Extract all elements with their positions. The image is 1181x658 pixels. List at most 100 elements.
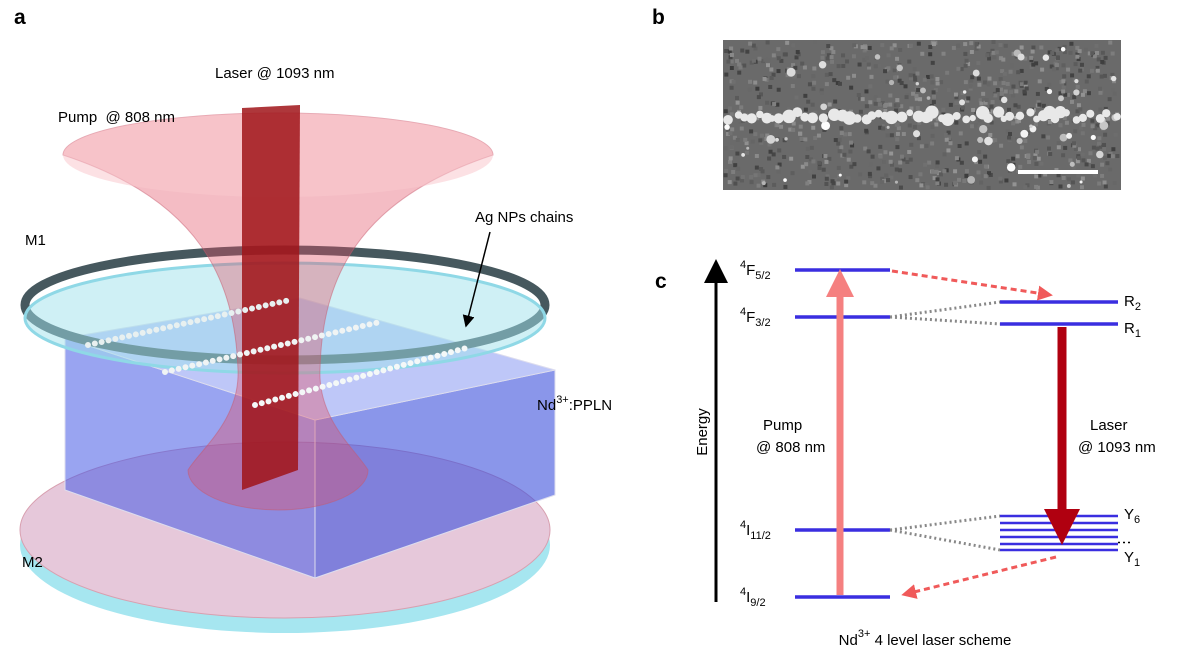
grain bbox=[1061, 79, 1066, 84]
grain bbox=[986, 82, 991, 87]
grain bbox=[883, 69, 888, 74]
grain bbox=[1024, 86, 1029, 91]
caption: Nd3+ 4 level laser scheme bbox=[839, 628, 1012, 649]
grain bbox=[825, 56, 830, 61]
grain bbox=[1070, 180, 1075, 185]
grain bbox=[873, 101, 878, 106]
grain bbox=[771, 53, 776, 58]
grain bbox=[729, 59, 734, 64]
grain bbox=[791, 63, 796, 68]
particle bbox=[894, 180, 898, 184]
grain bbox=[965, 98, 970, 103]
grain bbox=[999, 143, 1004, 148]
grain bbox=[1061, 153, 1066, 158]
grain bbox=[1078, 107, 1083, 112]
grain bbox=[1083, 47, 1088, 52]
splitting bbox=[889, 514, 1001, 532]
grain bbox=[959, 67, 964, 72]
grain bbox=[776, 56, 781, 61]
particle bbox=[884, 110, 899, 125]
grain bbox=[761, 59, 766, 64]
grain bbox=[735, 100, 740, 105]
grain bbox=[844, 183, 849, 188]
grain bbox=[924, 182, 929, 187]
grain bbox=[766, 63, 771, 68]
grain bbox=[1061, 176, 1066, 181]
particle bbox=[1020, 129, 1029, 138]
grain bbox=[912, 73, 917, 78]
grain bbox=[833, 138, 838, 143]
grain bbox=[1022, 89, 1027, 94]
grain bbox=[820, 55, 825, 60]
grain bbox=[894, 108, 899, 113]
grain bbox=[1047, 82, 1052, 87]
grain bbox=[915, 178, 920, 183]
grain bbox=[851, 54, 856, 59]
particle bbox=[746, 113, 757, 124]
grain bbox=[826, 44, 831, 49]
text-part: :PPLN bbox=[569, 397, 612, 414]
grain bbox=[729, 85, 734, 90]
text-part: 3+ bbox=[556, 394, 569, 406]
grain bbox=[898, 168, 903, 173]
grain bbox=[1005, 81, 1010, 86]
grain bbox=[796, 52, 801, 57]
grain bbox=[1093, 173, 1098, 178]
text-part: 4 bbox=[740, 586, 746, 598]
grain bbox=[823, 153, 828, 158]
grain bbox=[860, 97, 865, 102]
grain bbox=[729, 46, 734, 51]
grain bbox=[786, 107, 791, 112]
grain bbox=[1011, 93, 1016, 98]
grain bbox=[1015, 154, 1020, 159]
grain bbox=[956, 43, 961, 48]
grain bbox=[723, 146, 728, 151]
grain bbox=[775, 165, 780, 170]
grain bbox=[739, 105, 744, 110]
grain bbox=[1094, 43, 1099, 48]
grain bbox=[867, 45, 872, 50]
grain bbox=[1115, 154, 1120, 159]
grain bbox=[864, 128, 869, 133]
grain bbox=[1007, 135, 1012, 140]
grain bbox=[984, 98, 989, 103]
grain bbox=[1108, 40, 1113, 45]
grain bbox=[1064, 120, 1069, 125]
grain bbox=[768, 84, 773, 89]
grain bbox=[737, 62, 742, 67]
text-part: Nd bbox=[537, 397, 556, 414]
grain bbox=[1079, 185, 1084, 190]
grain bbox=[905, 159, 910, 164]
grain bbox=[789, 156, 794, 161]
grain bbox=[779, 124, 784, 129]
grain bbox=[930, 60, 935, 65]
grain bbox=[986, 122, 991, 127]
particle bbox=[1078, 113, 1087, 122]
grain bbox=[839, 131, 844, 136]
grain bbox=[800, 61, 805, 66]
grain bbox=[1026, 155, 1031, 160]
grain bbox=[901, 157, 906, 162]
grain bbox=[809, 145, 814, 150]
grain bbox=[827, 102, 832, 107]
grain bbox=[976, 170, 981, 175]
grain bbox=[880, 180, 885, 185]
grain bbox=[863, 45, 868, 50]
grain bbox=[1071, 165, 1076, 170]
grain bbox=[794, 95, 799, 100]
text-part: Y bbox=[1124, 549, 1134, 566]
grain bbox=[971, 107, 976, 112]
grain bbox=[1108, 167, 1113, 172]
grain bbox=[993, 93, 998, 98]
particle bbox=[1042, 54, 1050, 61]
grain bbox=[878, 144, 883, 149]
grain bbox=[862, 180, 867, 185]
grain bbox=[1056, 140, 1061, 145]
grain bbox=[776, 87, 781, 92]
grain bbox=[1082, 89, 1087, 94]
grain bbox=[991, 119, 996, 124]
grain bbox=[1106, 116, 1111, 121]
grain bbox=[749, 60, 754, 65]
grain bbox=[1100, 59, 1105, 64]
grain bbox=[983, 100, 988, 105]
